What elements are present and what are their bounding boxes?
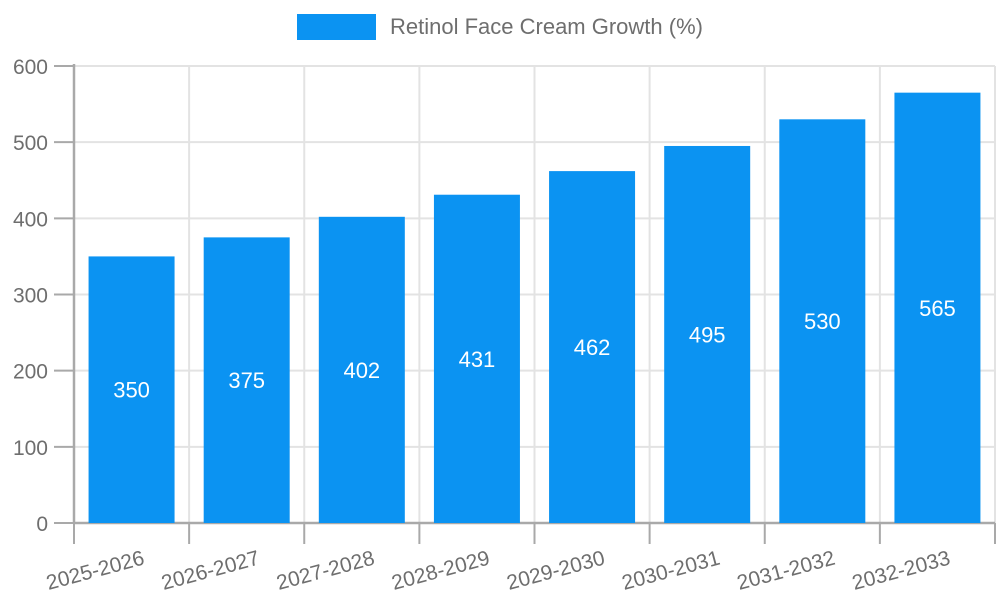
- bar-value-label: 495: [689, 322, 726, 347]
- y-tick-label: 300: [13, 285, 48, 308]
- bar-value-label: 462: [574, 335, 611, 360]
- x-tick-label: 2025-2026: [44, 547, 147, 595]
- bar[interactable]: [88, 256, 175, 523]
- x-tick-label: 2032-2033: [850, 547, 953, 595]
- y-tick-label: 400: [13, 208, 48, 231]
- x-tick-label: 2027-2028: [274, 547, 377, 595]
- bar-value-label: 565: [919, 296, 956, 321]
- bar[interactable]: [894, 92, 981, 524]
- bar[interactable]: [433, 194, 520, 523]
- x-tick-label: 2026-2027: [159, 547, 262, 595]
- bar[interactable]: [549, 171, 636, 524]
- x-tick-label: 2028-2029: [389, 547, 492, 595]
- legend-swatch: [297, 14, 376, 40]
- bar[interactable]: [664, 145, 751, 523]
- legend-label: Retinol Face Cream Growth (%): [390, 14, 703, 39]
- bar[interactable]: [203, 237, 290, 523]
- bar[interactable]: [779, 119, 866, 524]
- chart-legend[interactable]: Retinol Face Cream Growth (%): [0, 14, 1000, 40]
- bar-value-label: 375: [228, 368, 265, 393]
- bar-value-label: 431: [459, 347, 496, 372]
- x-tick-label: 2030-2031: [620, 547, 723, 595]
- bar-value-label: 530: [804, 309, 841, 334]
- y-tick-label: 200: [13, 361, 48, 384]
- y-tick-label: 600: [13, 56, 48, 79]
- x-tick-label: 2031-2032: [735, 547, 838, 595]
- bar-value-label: 402: [343, 358, 380, 383]
- y-tick-label: 100: [13, 437, 48, 460]
- bar[interactable]: [318, 216, 405, 523]
- y-tick-label: 500: [13, 132, 48, 155]
- bar-value-label: 350: [113, 378, 150, 403]
- y-tick-label: 0: [36, 513, 48, 536]
- x-tick-label: 2029-2030: [504, 547, 607, 595]
